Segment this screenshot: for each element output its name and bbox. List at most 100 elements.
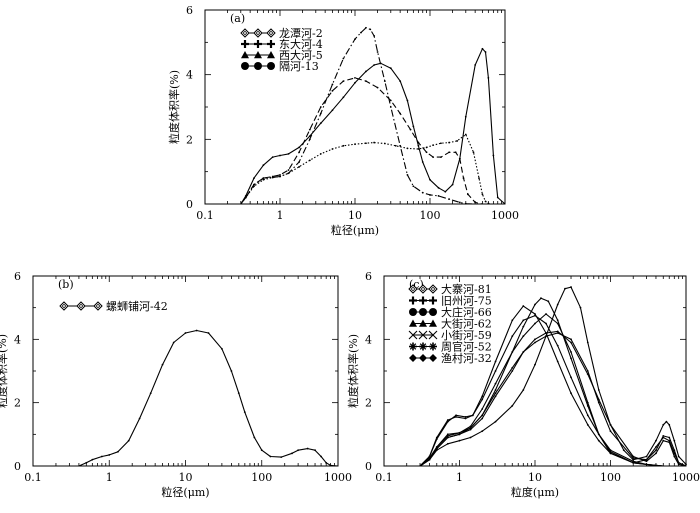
- data-point: [655, 452, 657, 455]
- series-line-5: [384, 330, 687, 467]
- data-point: [570, 357, 572, 360]
- data-point: [586, 341, 589, 344]
- data-point: [253, 183, 255, 186]
- data-point: [435, 446, 438, 448]
- data-point: [287, 152, 290, 155]
- data-point: [85, 461, 88, 464]
- legend-marker-icon: [408, 330, 418, 340]
- data-point: [481, 430, 484, 433]
- data-point: [331, 83, 334, 86]
- data-point: [466, 193, 469, 196]
- data-point: [260, 449, 263, 452]
- data-point: [556, 303, 559, 306]
- data-point: [287, 169, 290, 171]
- data-point: [673, 455, 676, 458]
- data-point: [494, 360, 497, 363]
- data-point: [446, 442, 449, 445]
- data-point: [494, 389, 497, 391]
- data-point: [632, 461, 635, 464]
- data-point: [469, 436, 472, 439]
- data-point: [655, 439, 657, 442]
- data-point: [383, 80, 386, 83]
- series-line-1: [384, 313, 687, 467]
- data-point: [556, 332, 559, 334]
- data-point: [279, 154, 281, 157]
- data-point: [622, 449, 625, 452]
- y-tick-label: 2: [365, 397, 372, 410]
- data-point: [494, 370, 497, 372]
- data-point: [291, 452, 293, 455]
- data-point: [484, 200, 487, 203]
- data-point: [570, 338, 572, 341]
- legend-marker-icon: [419, 342, 427, 351]
- data-point: [494, 382, 497, 385]
- data-point: [253, 177, 255, 180]
- data-point: [645, 458, 648, 461]
- data-point: [325, 461, 328, 464]
- data-point: [481, 395, 484, 398]
- data-point: [534, 341, 536, 344]
- legend-marker-icon: [418, 330, 428, 340]
- x-tick-label: 1: [277, 209, 284, 222]
- data-point: [409, 128, 412, 131]
- data-point: [469, 427, 472, 429]
- data-point: [320, 455, 322, 458]
- y-tick-label: 4: [14, 333, 21, 346]
- data-point: [645, 455, 648, 458]
- data-point: [484, 51, 487, 53]
- data-point: [677, 461, 680, 464]
- data-point: [668, 423, 671, 426]
- data-point: [138, 417, 141, 420]
- series-line-4: [205, 77, 505, 205]
- data-point: [570, 376, 572, 379]
- x-tick-label: 10: [348, 209, 362, 222]
- x-tick-label: 1000: [324, 471, 352, 484]
- data-point: [319, 112, 322, 115]
- data-point: [545, 322, 547, 325]
- data-point: [456, 140, 459, 142]
- legend-marker-icon: [408, 284, 418, 294]
- legend-marker-icon: [59, 301, 69, 311]
- data-point: [417, 144, 420, 147]
- data-point: [425, 146, 428, 149]
- series-line-6: [384, 332, 687, 467]
- legend-entry: 周官河-52: [441, 340, 492, 354]
- data-point: [394, 144, 397, 147]
- data-point: [570, 392, 572, 395]
- y-axis-label: 粒度体积率(%): [167, 70, 181, 144]
- x-tick-label: 0.1: [375, 471, 393, 484]
- data-point: [597, 401, 600, 404]
- legend-entry: 旧州河-75: [441, 295, 492, 308]
- data-point: [481, 47, 484, 50]
- data-point: [545, 335, 547, 338]
- data-point: [298, 151, 301, 154]
- data-point: [365, 142, 367, 145]
- x-tick-label: 1: [106, 471, 113, 484]
- x-tick-label: 10: [179, 471, 193, 484]
- data-point: [428, 458, 431, 461]
- data-point: [673, 439, 676, 442]
- legend-marker-icon: [240, 28, 250, 38]
- data-point: [462, 177, 465, 180]
- y-tick-label: 6: [14, 270, 21, 283]
- data-point: [556, 360, 559, 363]
- data-point: [458, 201, 461, 204]
- data-point: [373, 34, 376, 37]
- data-point: [472, 151, 475, 154]
- data-point: [195, 329, 198, 332]
- legend-marker-icon: [428, 330, 438, 340]
- panel-tag: (a): [230, 12, 245, 25]
- data-point: [308, 138, 311, 141]
- data-point: [428, 455, 431, 458]
- data-point: [458, 433, 461, 436]
- data-point: [474, 201, 477, 204]
- data-point: [354, 143, 356, 146]
- data-point: [662, 423, 665, 426]
- data-point: [389, 67, 392, 70]
- data-point: [373, 141, 376, 144]
- data-point: [448, 151, 451, 154]
- series-line-1: [205, 48, 506, 205]
- legend-marker-icon: [254, 51, 262, 59]
- data-point: [435, 438, 438, 440]
